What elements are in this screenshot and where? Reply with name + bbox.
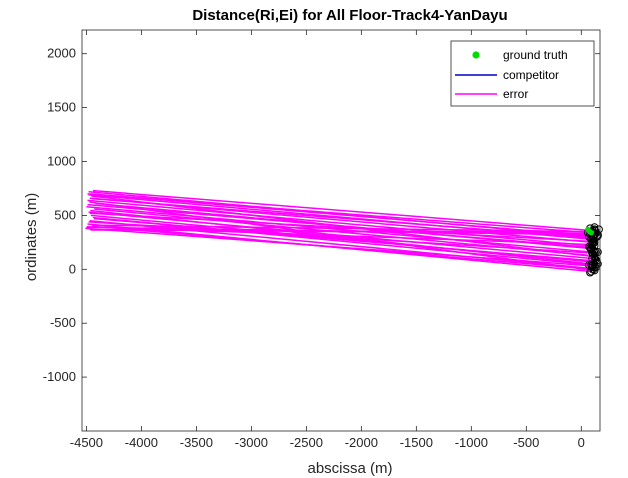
estimate-point bbox=[589, 237, 598, 246]
estimate-point bbox=[591, 255, 600, 264]
x-tick-label: -4500 bbox=[70, 435, 103, 450]
legend-error-label: error bbox=[503, 87, 528, 101]
legend-ground-truth-marker bbox=[472, 51, 480, 59]
error-line bbox=[87, 199, 590, 247]
y-tick-label: 1500 bbox=[47, 100, 76, 115]
x-axis-label: abscissa (m) bbox=[307, 460, 392, 477]
estimate-point bbox=[585, 260, 594, 269]
y-tick-label: 2000 bbox=[47, 46, 76, 61]
x-tick-label: 0 bbox=[578, 435, 585, 450]
y-axis-label: ordinates (m) bbox=[23, 193, 40, 281]
error-series bbox=[85, 189, 595, 273]
x-tick-label: -2000 bbox=[345, 435, 378, 450]
estimate-point bbox=[586, 268, 595, 277]
x-tick-label: -500 bbox=[513, 435, 539, 450]
estimate-point bbox=[590, 223, 599, 232]
x-tick-label: -3000 bbox=[235, 435, 268, 450]
estimate-point bbox=[593, 259, 602, 268]
estimate-point bbox=[590, 266, 599, 275]
y-tick-label: 500 bbox=[54, 207, 76, 222]
estimate-point bbox=[590, 252, 599, 261]
error-line bbox=[86, 225, 590, 246]
error-line bbox=[88, 190, 594, 238]
y-axis-ticks: -1000 -500 0 500 1000 1500 2000 bbox=[43, 46, 600, 384]
estimate-point bbox=[590, 238, 599, 247]
x-tick-label: -1000 bbox=[455, 435, 488, 450]
legend: ground truth competitor error bbox=[450, 40, 595, 107]
estimate-point bbox=[587, 244, 596, 253]
error-line bbox=[91, 195, 592, 258]
error-line bbox=[90, 209, 591, 265]
error-line bbox=[87, 193, 591, 234]
x-tick-label: -4000 bbox=[125, 435, 158, 450]
x-tick-label: -2500 bbox=[290, 435, 323, 450]
y-tick-label: -1000 bbox=[43, 369, 76, 384]
error-line bbox=[92, 189, 592, 232]
y-tick-label: 0 bbox=[69, 261, 76, 276]
x-tick-label: -1500 bbox=[400, 435, 433, 450]
x-tick-label: -3500 bbox=[180, 435, 213, 450]
ground-truth-series bbox=[585, 226, 595, 236]
estimate-point bbox=[593, 231, 602, 240]
estimate-tracks bbox=[583, 223, 603, 277]
plot-frame bbox=[81, 29, 601, 432]
x-axis-ticks: -4500 -4000 -3500 -3000 -2500 -2000 -1500 -1000… bbox=[70, 30, 585, 450]
legend-ground-truth-label: ground truth bbox=[503, 48, 568, 62]
plot-border bbox=[81, 29, 601, 432]
chart-title: Distance(Ri,Ei) for All Floor-Track4-Yan… bbox=[192, 7, 507, 24]
error-line bbox=[94, 217, 592, 262]
legend-competitor-label: competitor bbox=[503, 68, 559, 82]
y-tick-label: -500 bbox=[50, 315, 76, 330]
y-tick-label: 1000 bbox=[47, 154, 76, 169]
error-line bbox=[89, 212, 588, 243]
ground-truth-point bbox=[588, 229, 595, 236]
error-line bbox=[86, 206, 592, 253]
error-line bbox=[92, 197, 595, 239]
